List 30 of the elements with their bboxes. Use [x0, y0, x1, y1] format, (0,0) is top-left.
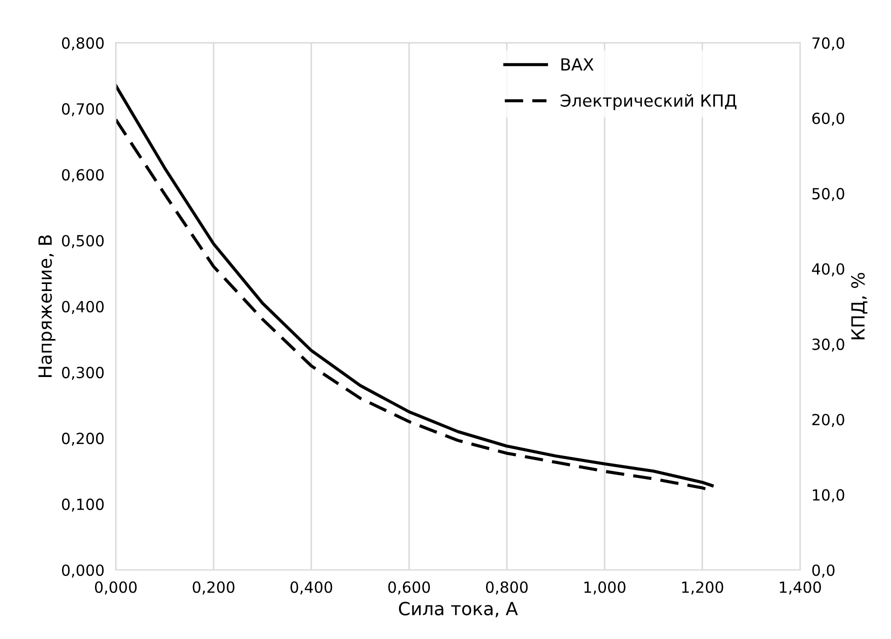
x-tick-label: 0,600 [388, 581, 430, 594]
y2-tick-label: 30,0 [812, 338, 844, 352]
y-tick-label: 0,300 [62, 366, 104, 380]
y-tick-label: 0,800 [62, 37, 104, 50]
y2-tick-label: 70,0 [812, 37, 844, 50]
y-tick-label: 0,000 [62, 564, 104, 578]
y2-tick-label: 20,0 [812, 414, 844, 427]
y2-tick-label: 60,0 [812, 112, 844, 126]
y-tick-label: 0,200 [62, 432, 104, 446]
legend-label: ВАХ [561, 58, 594, 70]
y2-tick-label: 40,0 [812, 263, 844, 276]
x-tick-label: 0,200 [192, 581, 234, 594]
x-tick-label: 1,400 [780, 581, 821, 594]
y-tick-label: 0,500 [62, 234, 104, 248]
x-axis-title: Сила тока, А [398, 602, 518, 618]
y2-tick-label: 10,0 [812, 489, 844, 502]
x-tick-label: 1,200 [682, 581, 724, 594]
y2-tick-label: 0,0 [812, 564, 835, 578]
x-tick-label: 1,000 [584, 581, 626, 594]
y-tick-label: 0,400 [62, 300, 104, 314]
y-axis-title: Напряжение, В [38, 235, 56, 377]
x-tick-label: 0,400 [290, 581, 332, 594]
y2-tick-label: 50,0 [812, 188, 844, 202]
y-tick-label: 0,100 [62, 498, 104, 512]
y-tick-label: 0,600 [62, 169, 104, 182]
legend-label: Электрический КПД [560, 94, 736, 110]
y-tick-label: 0,700 [62, 103, 104, 116]
x-tick-label: 0,800 [486, 581, 528, 594]
x-tick-label: 0,000 [94, 581, 137, 594]
y2-axis-title: КПД, % [851, 272, 868, 340]
